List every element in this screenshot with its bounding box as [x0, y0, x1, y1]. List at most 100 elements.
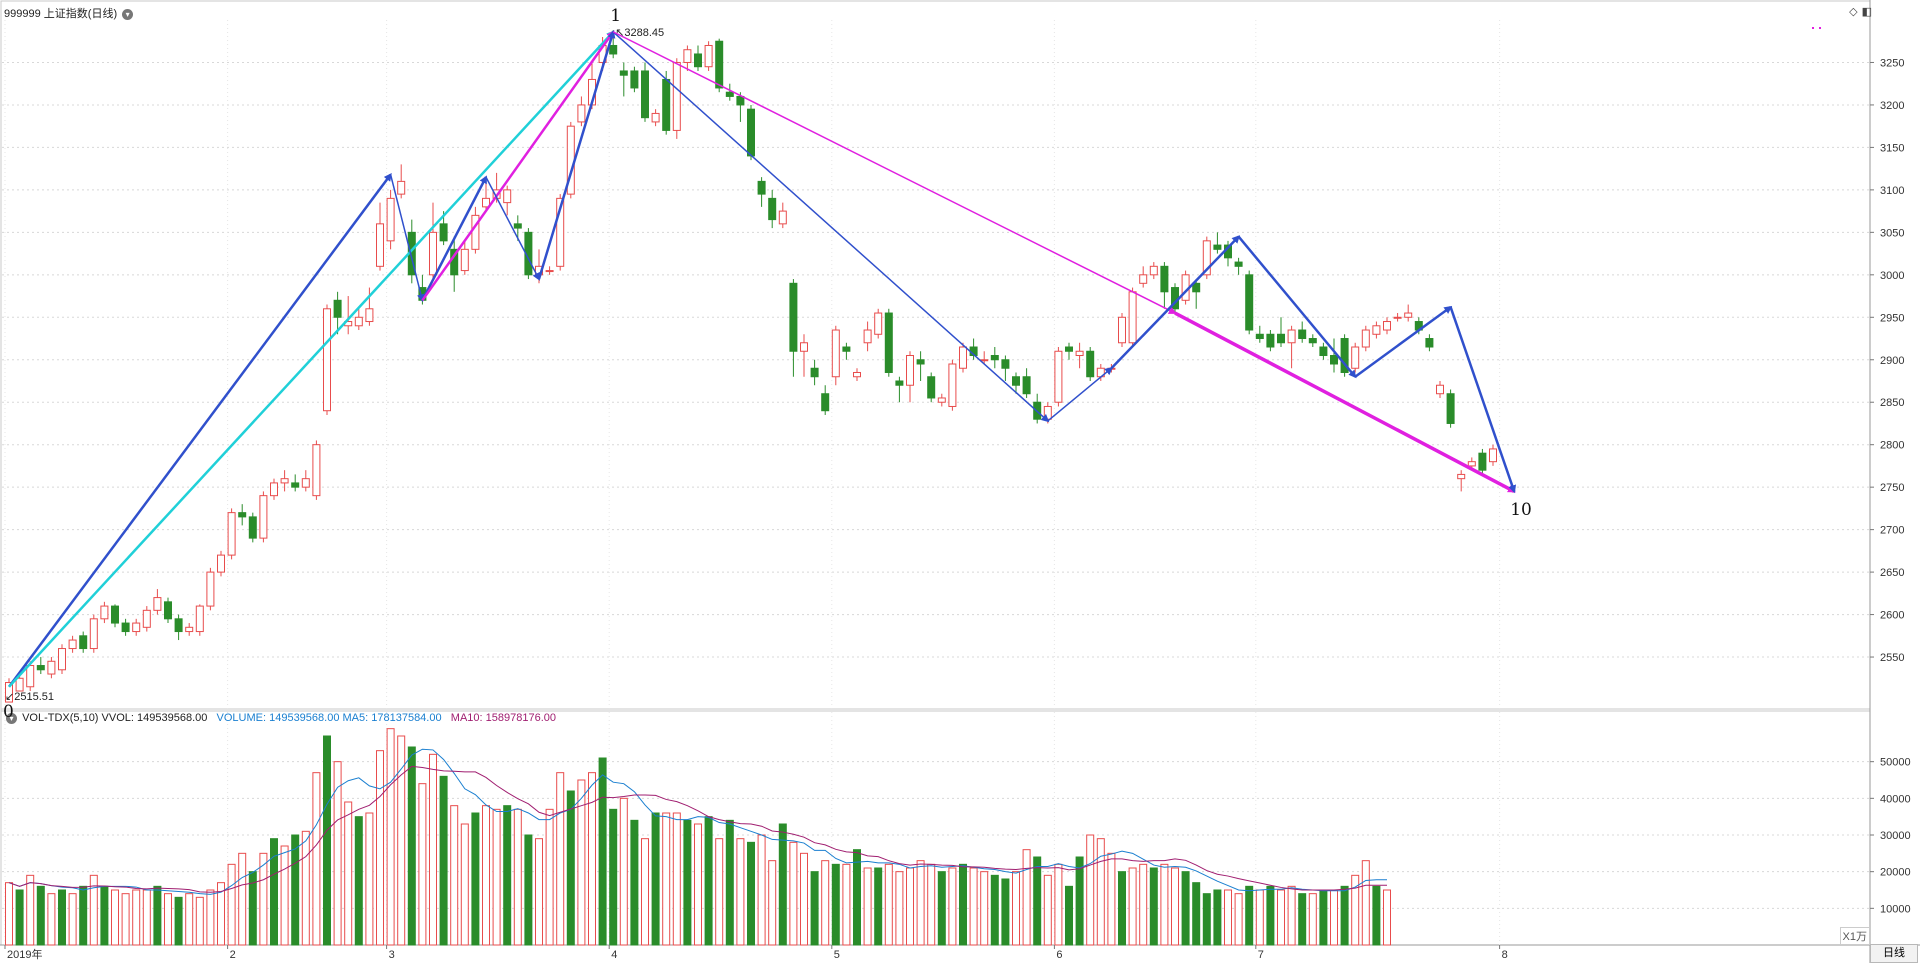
volume-bar: [1330, 889, 1338, 946]
candle-body: [1351, 346, 1360, 369]
candle-body: [1202, 240, 1211, 276]
volume-bar: [662, 812, 671, 946]
volume-bar: [429, 753, 437, 946]
volume-bar: [1372, 885, 1381, 946]
chevron-down-icon[interactable]: ▾: [122, 8, 134, 20]
wave-arrow-blue: [485, 176, 540, 281]
volume-bar: [609, 808, 618, 946]
volume-bar: [132, 889, 141, 946]
volume-bar: [906, 867, 914, 946]
x-tick-label: 7: [1258, 949, 1264, 961]
volume-bar: [916, 860, 925, 946]
candle-body: [662, 78, 671, 131]
window-toggle-icon[interactable]: ◧: [1861, 6, 1872, 18]
volume-bar: [651, 812, 660, 946]
volume-bar: [238, 852, 247, 946]
volume-bar: [1171, 867, 1179, 946]
volume-bar: [206, 889, 215, 946]
volume-bar: [1065, 885, 1073, 946]
volume-bar: [100, 885, 109, 946]
candle-body: [5, 682, 13, 703]
volume-bar: [1054, 863, 1063, 946]
volume-tick-label: 20000: [1880, 867, 1911, 879]
volume-bar: [577, 779, 586, 946]
candle-body: [1043, 405, 1052, 420]
volume-bar: [1308, 893, 1317, 946]
volume-bar: [1107, 852, 1116, 946]
volume-bar: [344, 801, 353, 946]
candle-body: [397, 180, 406, 195]
volume-bar: [227, 863, 236, 946]
volume-bar: [641, 838, 649, 946]
period-label: (日线): [87, 8, 118, 20]
price-tick-label: 2650: [1880, 567, 1904, 579]
price-tick-label: 2700: [1880, 525, 1904, 537]
price-tick-label: 3200: [1880, 100, 1904, 112]
volume-bar: [153, 885, 162, 946]
x-tick-label: 6: [1056, 949, 1062, 961]
volume-bar: [15, 889, 24, 946]
wave-arrow-blue: [421, 175, 488, 301]
wave-arrow-magenta: [612, 31, 1177, 314]
volume-bar: [1202, 893, 1211, 946]
stock-name: 上证指数: [43, 8, 88, 20]
volume-bar: [89, 874, 98, 946]
diamond-icon[interactable]: ◇: [1849, 6, 1858, 18]
candle-body: [248, 516, 257, 539]
volume-bar: [980, 871, 989, 946]
candle-body: [153, 597, 162, 611]
candle-body: [747, 108, 755, 157]
candle-body: [1436, 384, 1444, 395]
candle-body: [89, 618, 98, 650]
candle-body: [927, 376, 936, 399]
candle-body: [132, 622, 141, 633]
candle-body: [959, 346, 967, 369]
price-panel-frame: [0, 0, 1871, 712]
candle-body: [1372, 325, 1381, 335]
ma10-value: MA10: 158978176.00: [450, 712, 556, 724]
volume-bar: [927, 863, 936, 946]
price-tick-label: 2600: [1880, 610, 1904, 622]
volume-tick-label: 30000: [1880, 830, 1911, 842]
volume-tick-label: 50000: [1880, 757, 1911, 769]
candle-body: [757, 180, 766, 195]
period-tab[interactable]: 日线: [1870, 944, 1918, 963]
volume-bar: [1319, 889, 1328, 946]
volume-bar: [747, 841, 755, 946]
volume-tick-label: 40000: [1880, 793, 1911, 805]
candle-body: [1361, 329, 1370, 348]
candle-body: [1075, 350, 1084, 357]
volume-bar: [1012, 871, 1020, 946]
volume-bar: [174, 896, 183, 946]
ma5-line: [8, 748, 1387, 895]
volume-bar: [1245, 885, 1254, 946]
candle-body: [768, 197, 777, 221]
volume-bar: [111, 889, 119, 946]
ma10-line: [8, 765, 1387, 893]
volume-bar: [895, 871, 904, 946]
candle-body: [259, 495, 268, 539]
volume-header: ▾ VOL-TDX(5,10) VVOL: 149539568.00 VOLUM…: [4, 712, 556, 724]
volume-bar: [1361, 860, 1370, 946]
candle-body: [195, 605, 204, 633]
candle-body: [111, 605, 119, 624]
main-chart-header: 999999 上证指数(日线) ▾: [4, 5, 135, 21]
volume-bar: [1181, 871, 1190, 946]
candle-body: [365, 308, 374, 323]
price-tick-label: 2850: [1880, 397, 1904, 409]
volume-bar: [259, 852, 268, 946]
volume-bar: [439, 775, 448, 946]
candle-body: [206, 571, 215, 607]
price-tick-label: 3250: [1880, 57, 1904, 69]
candle-body: [980, 359, 989, 362]
candle-body: [1277, 333, 1285, 344]
volume-bar: [5, 882, 13, 946]
candle-body: [556, 197, 565, 267]
chevron-down-icon[interactable]: ▾: [6, 712, 17, 724]
wave-arrows: [7, 29, 1517, 688]
volume-bar: [142, 889, 151, 946]
corner-tools: ◇ ◧: [1845, 5, 1872, 18]
candle-body: [800, 342, 808, 352]
x-tick-label: 5: [834, 949, 840, 961]
